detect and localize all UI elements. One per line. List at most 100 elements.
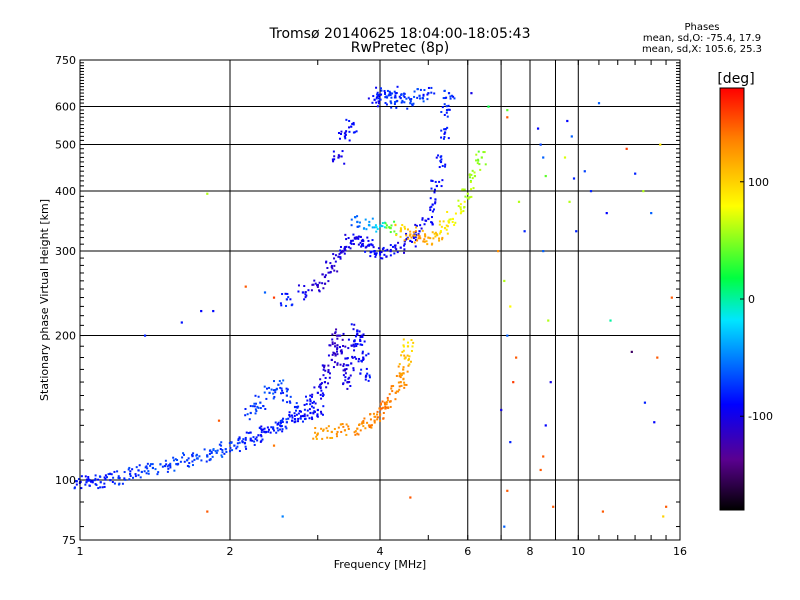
echo-point	[91, 480, 94, 483]
echo-point	[293, 405, 297, 409]
echo-point	[281, 430, 284, 433]
echo-point	[390, 96, 393, 99]
echo-point	[362, 333, 365, 336]
echo-point	[466, 192, 469, 195]
echo-point	[306, 409, 309, 412]
echo-point	[165, 463, 168, 466]
echo-point	[347, 237, 350, 240]
echo-point	[376, 94, 379, 97]
echo-point	[144, 466, 147, 469]
echo-point	[118, 476, 121, 480]
echo-point	[282, 417, 285, 420]
echo-point	[291, 419, 294, 422]
echo-point	[470, 173, 473, 176]
echo-point	[339, 423, 342, 426]
echo-point	[419, 224, 422, 227]
echo-point	[336, 348, 339, 351]
echo-point	[393, 230, 396, 233]
echo-point	[297, 417, 300, 420]
echo-point	[297, 420, 300, 423]
echo-point	[359, 335, 362, 338]
echo-point	[361, 422, 364, 425]
echo-point	[457, 199, 460, 202]
x-tick-label: 8	[527, 545, 534, 558]
x-tick-label: 10	[571, 545, 585, 558]
echo-point	[338, 253, 341, 256]
echo-point	[411, 104, 414, 107]
echo-point	[360, 239, 363, 242]
echo-point	[407, 237, 410, 240]
echo-point	[278, 379, 281, 382]
echo-point	[191, 454, 194, 457]
echo-point	[422, 97, 425, 100]
echo-point	[433, 191, 436, 194]
echo-point	[337, 156, 340, 159]
echo-point	[351, 122, 354, 125]
echo-point	[371, 101, 374, 104]
echo-point	[389, 100, 392, 103]
echo-point	[260, 439, 263, 442]
echo-point	[223, 452, 226, 455]
echo-point	[441, 164, 444, 167]
echo-point	[422, 100, 425, 103]
echo-point	[203, 448, 206, 451]
echo-point	[398, 95, 401, 98]
echo-point	[345, 433, 348, 436]
echo-point	[172, 459, 175, 462]
echo-point	[358, 225, 361, 228]
echo-point	[306, 414, 309, 417]
echo-point	[400, 101, 403, 104]
echo-point	[347, 347, 350, 350]
echo-point	[384, 403, 387, 406]
echo-point	[241, 440, 244, 443]
echo-point	[375, 253, 378, 256]
echo-point	[88, 479, 91, 482]
echo-point	[344, 376, 347, 379]
echo-point	[447, 104, 450, 107]
echo-point	[337, 255, 340, 258]
echo-point	[440, 155, 443, 158]
echo-point	[341, 338, 344, 341]
echo-point	[249, 439, 252, 442]
echo-point	[235, 447, 238, 450]
echo-point	[274, 388, 277, 391]
colorbar-tick-label: 0	[748, 293, 755, 306]
echo-point	[536, 127, 540, 130]
echo-point	[386, 96, 389, 99]
echo-point	[127, 468, 130, 471]
echo-point	[95, 484, 98, 487]
echo-point	[355, 130, 358, 133]
echo-point	[385, 224, 388, 227]
echo-point	[344, 246, 347, 249]
echo-point	[351, 239, 354, 242]
echo-point	[357, 235, 360, 238]
echo-point	[209, 458, 212, 461]
echo-point	[445, 224, 448, 227]
echo-point	[289, 395, 292, 398]
echo-point	[443, 135, 446, 138]
echo-point	[272, 427, 275, 430]
echo-point	[433, 92, 436, 95]
phase-heading: Phases	[684, 22, 720, 33]
echo-point	[379, 402, 382, 405]
echo-point	[366, 236, 369, 239]
echo-point	[434, 180, 437, 183]
echo-point	[365, 245, 368, 248]
echo-point	[431, 242, 434, 245]
echo-point	[423, 240, 426, 243]
echo-point	[381, 400, 384, 403]
echo-point	[634, 172, 637, 175]
echo-point	[279, 428, 282, 431]
echo-point	[260, 428, 263, 431]
echo-point	[383, 226, 386, 229]
echo-point	[238, 437, 241, 440]
echo-point	[334, 352, 337, 355]
echo-point	[389, 231, 392, 234]
echo-point	[336, 363, 339, 366]
echo-point	[334, 354, 337, 357]
echo-point	[97, 487, 100, 490]
echo-point	[402, 378, 405, 381]
echo-point	[406, 228, 409, 231]
echo-point	[665, 505, 668, 508]
echo-point	[321, 282, 324, 285]
